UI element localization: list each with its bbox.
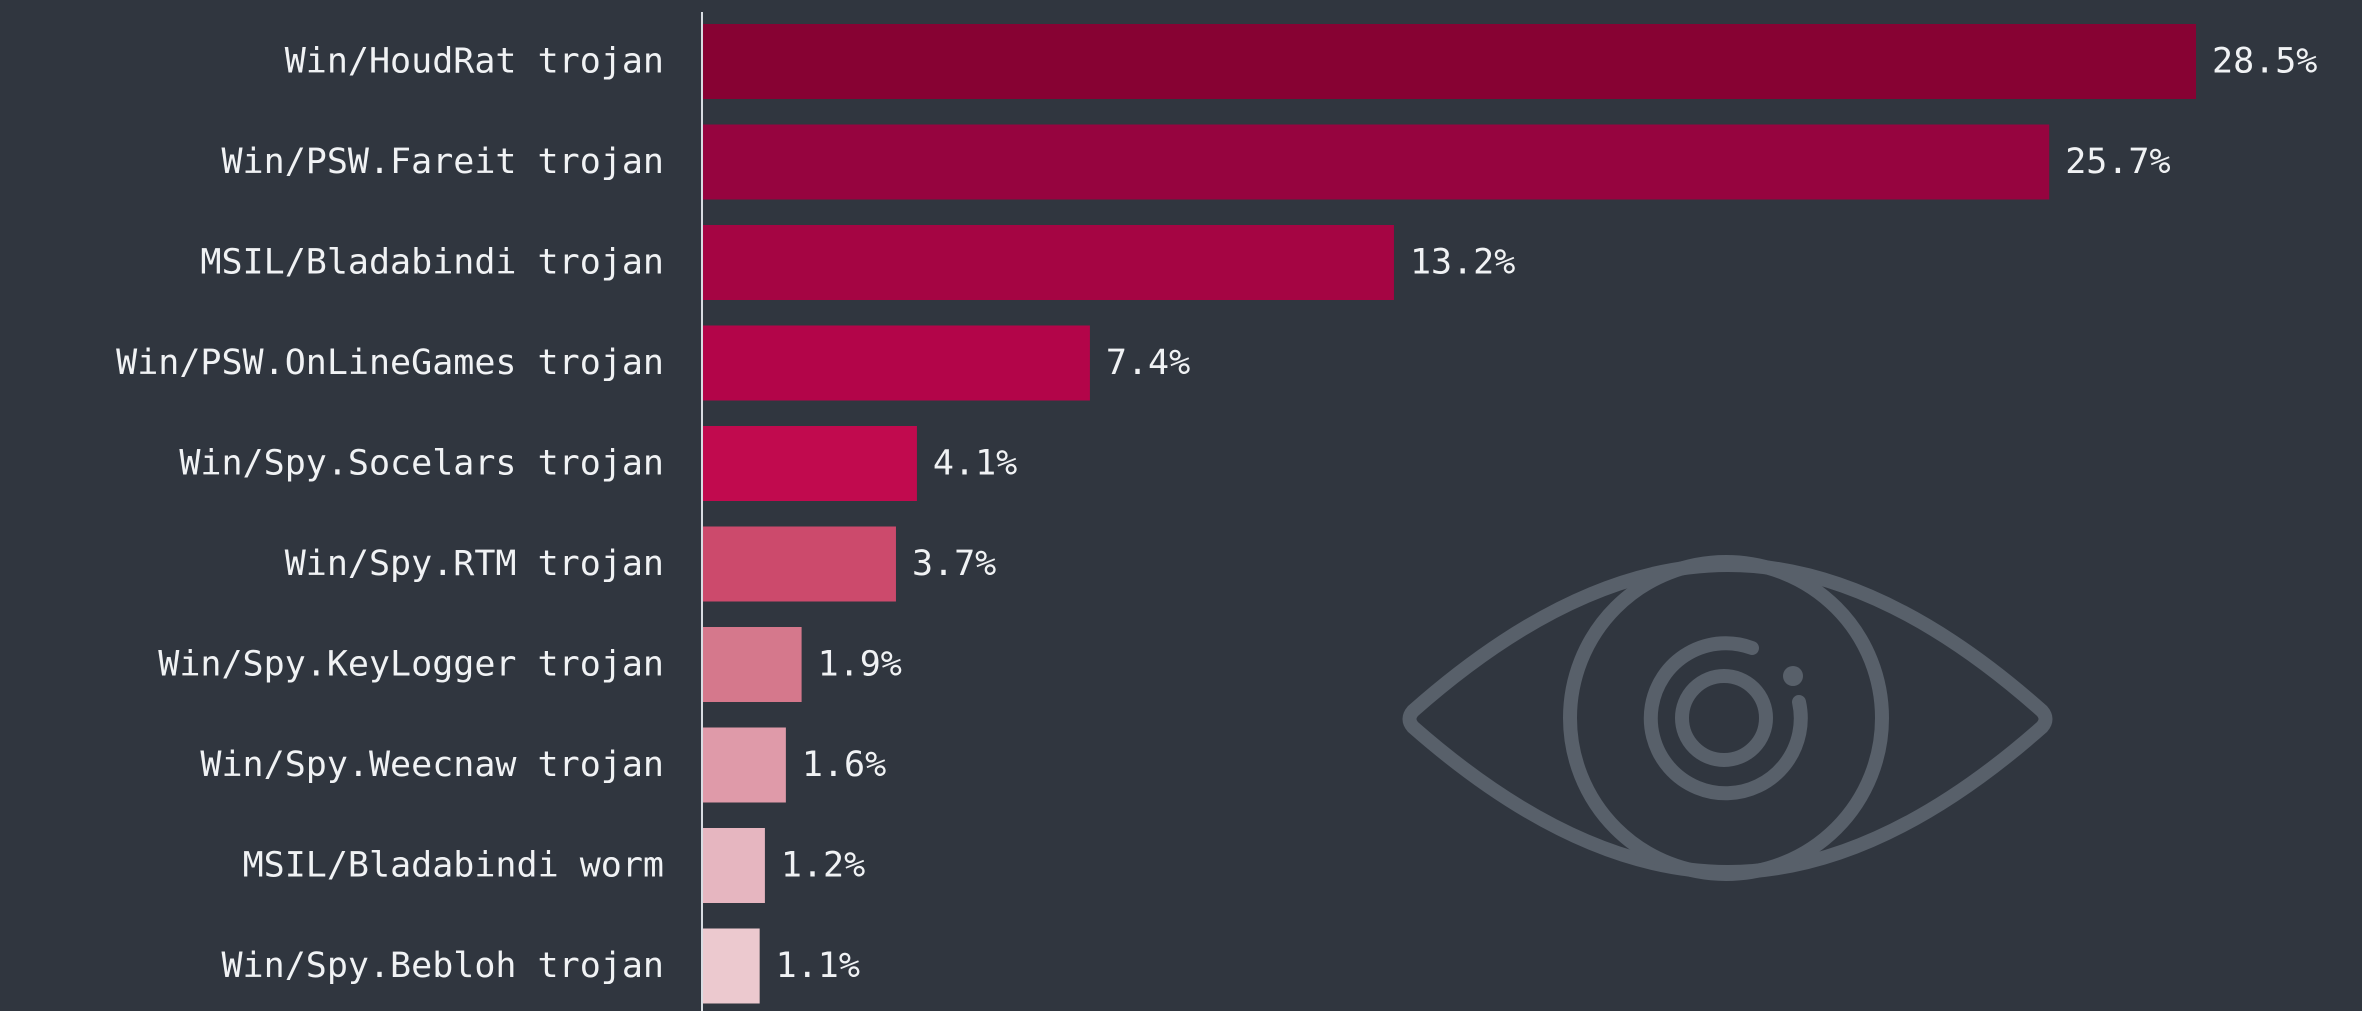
bar: [702, 727, 786, 803]
eye-pupil: [1675, 669, 1773, 767]
bar: [702, 24, 2196, 99]
bar: [702, 526, 896, 602]
eye-icon: [1402, 555, 2053, 881]
value-label: 7.4%: [1106, 343, 1190, 383]
bar: [702, 928, 760, 1004]
eye-outline: [1402, 558, 2053, 879]
value-label: 13.2%: [1410, 243, 1515, 283]
eye-highlight: [1783, 666, 1803, 686]
value-label: 3.7%: [912, 544, 996, 584]
category-label: Win/Spy.RTM trojan: [285, 544, 664, 584]
eye-pupil-ring: [1643, 636, 1808, 801]
value-label: 28.5%: [2212, 42, 2317, 82]
category-label: Win/Spy.Socelars trojan: [179, 444, 664, 484]
category-label: Win/PSW.Fareit trojan: [221, 142, 664, 182]
category-label: Win/PSW.OnLineGames trojan: [116, 343, 664, 383]
category-label: MSIL/Bladabindi worm: [243, 846, 664, 886]
value-label: 4.1%: [933, 444, 1017, 484]
value-label: 1.2%: [781, 846, 865, 886]
value-label: 25.7%: [2065, 142, 2170, 182]
bar: [702, 627, 802, 702]
bar: [702, 828, 765, 903]
category-label: Win/Spy.KeyLogger trojan: [158, 645, 664, 685]
value-label: 1.9%: [818, 645, 902, 685]
bar: [702, 426, 917, 501]
category-label: Win/HoudRat trojan: [285, 42, 664, 82]
bar: [702, 124, 2050, 200]
bar: [702, 225, 1394, 300]
eye-iris: [1563, 555, 1889, 881]
bar: [702, 325, 1090, 401]
bars-group: Win/HoudRat trojan 28.5% Win/PSW.Fareit tr…: [116, 24, 2317, 1004]
category-label: MSIL/Bladabindi trojan: [200, 243, 664, 283]
category-label: Win/Spy.Bebloh trojan: [221, 946, 664, 986]
category-label: Win/Spy.Weecnaw trojan: [200, 745, 664, 785]
value-label: 1.6%: [802, 745, 886, 785]
value-label: 1.1%: [776, 946, 860, 986]
